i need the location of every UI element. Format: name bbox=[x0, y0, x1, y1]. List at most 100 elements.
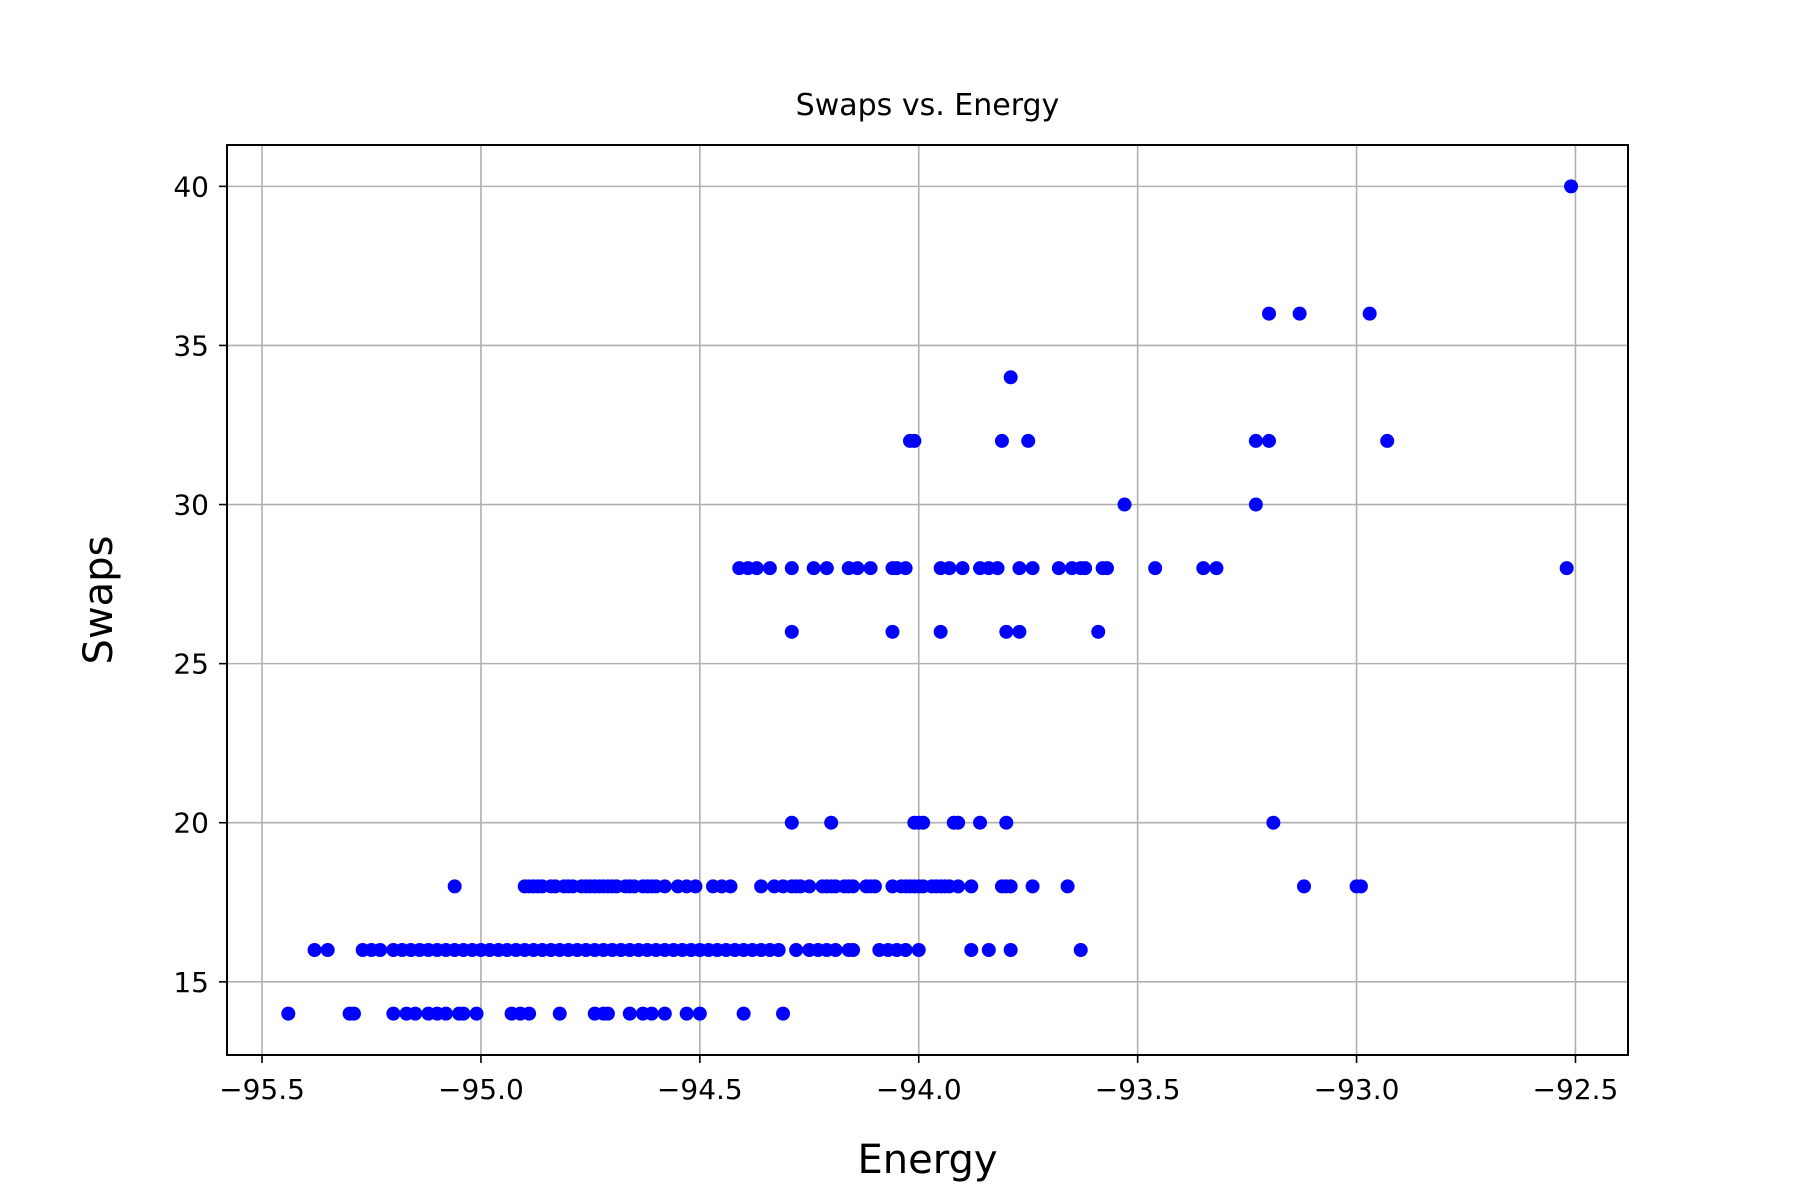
y-axis-label: Swaps bbox=[76, 536, 122, 665]
data-point bbox=[373, 943, 388, 957]
data-point bbox=[1003, 943, 1018, 957]
data-point bbox=[749, 561, 764, 576]
data-point bbox=[1051, 561, 1066, 576]
data-point bbox=[1025, 879, 1040, 894]
data-point bbox=[1012, 561, 1027, 576]
data-point bbox=[846, 943, 861, 957]
data-point bbox=[973, 815, 988, 830]
data-point bbox=[846, 879, 861, 894]
data-point bbox=[907, 433, 922, 448]
data-point bbox=[1100, 561, 1115, 576]
data-point bbox=[1117, 497, 1132, 512]
data-point bbox=[933, 624, 948, 639]
data-point bbox=[1012, 624, 1027, 639]
data-point bbox=[898, 561, 913, 576]
data-point bbox=[1060, 879, 1075, 894]
data-point bbox=[1297, 879, 1312, 894]
data-point bbox=[824, 815, 839, 830]
data-point bbox=[281, 1006, 296, 1021]
data-point bbox=[951, 815, 966, 830]
data-point bbox=[1091, 624, 1106, 639]
data-point bbox=[1261, 306, 1276, 321]
data-point bbox=[386, 1006, 401, 1021]
y-tick-label: 20 bbox=[173, 807, 209, 840]
data-point bbox=[964, 879, 979, 894]
data-point bbox=[850, 561, 865, 576]
data-point bbox=[552, 1006, 567, 1021]
y-tick-label: 25 bbox=[173, 648, 209, 681]
x-tick-label: −93.0 bbox=[1314, 1073, 1400, 1106]
data-point bbox=[688, 879, 703, 894]
data-point bbox=[1073, 943, 1088, 957]
data-point bbox=[806, 561, 821, 576]
data-point bbox=[657, 879, 672, 894]
data-point bbox=[789, 943, 804, 957]
data-point bbox=[1021, 433, 1036, 448]
data-point bbox=[1380, 433, 1395, 448]
data-point bbox=[1196, 561, 1211, 576]
data-points bbox=[281, 179, 1579, 1021]
plot-frame bbox=[226, 144, 1629, 1056]
data-point bbox=[885, 624, 900, 639]
data-point bbox=[999, 815, 1014, 830]
y-tick-label: 15 bbox=[173, 966, 209, 999]
data-point bbox=[754, 879, 769, 894]
x-tick-label: −95.5 bbox=[219, 1073, 305, 1106]
data-point bbox=[784, 815, 799, 830]
data-point bbox=[1292, 306, 1307, 321]
data-point bbox=[456, 1006, 471, 1021]
data-point bbox=[469, 1006, 484, 1021]
data-point bbox=[762, 561, 777, 576]
y-tick-label: 35 bbox=[173, 329, 209, 362]
data-point bbox=[898, 943, 913, 957]
data-point bbox=[999, 624, 1014, 639]
data-point bbox=[828, 943, 843, 957]
data-point bbox=[916, 815, 931, 830]
data-point bbox=[307, 943, 322, 957]
data-point bbox=[819, 561, 834, 576]
data-point bbox=[346, 1006, 361, 1021]
data-point bbox=[657, 1006, 672, 1021]
data-point bbox=[863, 561, 878, 576]
data-point bbox=[438, 1006, 453, 1021]
x-tick-label: −94.0 bbox=[876, 1073, 962, 1106]
data-point bbox=[447, 879, 462, 894]
x-tick-label: −92.5 bbox=[1533, 1073, 1619, 1106]
y-tick-label: 40 bbox=[173, 170, 209, 203]
data-point bbox=[964, 943, 979, 957]
data-point bbox=[736, 1006, 751, 1021]
data-point bbox=[1209, 561, 1224, 576]
data-point bbox=[1248, 497, 1263, 512]
data-point bbox=[622, 1006, 637, 1021]
data-point bbox=[867, 879, 882, 894]
data-point bbox=[1148, 561, 1163, 576]
data-point bbox=[1248, 433, 1263, 448]
chart-title: Swaps vs. Energy bbox=[796, 88, 1060, 123]
data-point bbox=[784, 624, 799, 639]
data-point bbox=[723, 879, 738, 894]
data-point bbox=[1025, 561, 1040, 576]
axis-ticks: −95.5 −95.0 −94.5 −94.0 −93.5 −93.0 −92.5 15 20 2… bbox=[173, 170, 1618, 1106]
data-point bbox=[942, 561, 957, 576]
grid-lines bbox=[227, 145, 1628, 1055]
data-point bbox=[990, 561, 1005, 576]
data-point bbox=[784, 561, 799, 576]
x-tick-label: −93.5 bbox=[1095, 1073, 1181, 1106]
data-point bbox=[1564, 179, 1579, 194]
x-tick-label: −95.0 bbox=[438, 1073, 524, 1106]
data-point bbox=[1559, 561, 1574, 576]
data-point bbox=[1266, 815, 1281, 830]
data-point bbox=[1362, 306, 1377, 321]
data-point bbox=[802, 879, 817, 894]
data-point bbox=[981, 943, 996, 957]
data-point bbox=[1003, 879, 1018, 894]
data-point bbox=[951, 879, 966, 894]
data-point bbox=[994, 433, 1009, 448]
data-point bbox=[1261, 433, 1276, 448]
data-point bbox=[955, 561, 970, 576]
x-axis-label: Energy bbox=[857, 1137, 997, 1183]
data-point bbox=[771, 943, 786, 957]
data-point bbox=[408, 1006, 423, 1021]
data-point bbox=[320, 943, 335, 957]
